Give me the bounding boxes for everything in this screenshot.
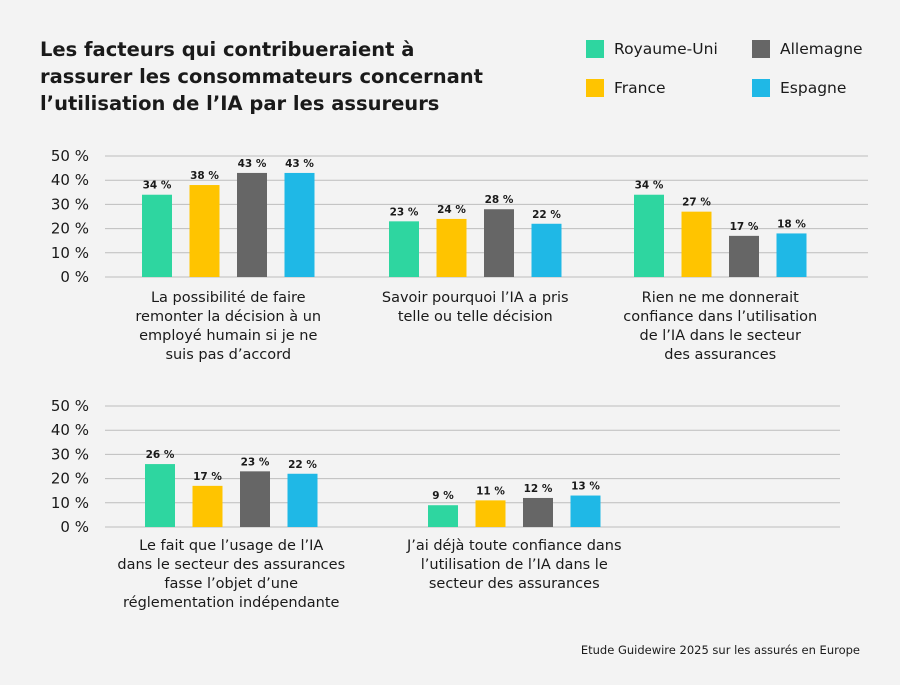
category-label: Rien ne me donnerait — [642, 290, 799, 306]
data-label: 9 % — [432, 490, 454, 502]
legend-item-allemagne: Allemagne — [752, 40, 863, 58]
legend-swatch-allemagne — [752, 40, 770, 58]
y-tick-label: 20 % — [51, 470, 89, 488]
bar-france — [475, 500, 506, 527]
y-tick-label: 20 % — [51, 220, 89, 238]
bar-royaume-uni — [145, 464, 175, 527]
bar-allemagne — [729, 235, 759, 277]
category-label: Savoir pourquoi l’IA a pris — [382, 290, 569, 306]
bar-allemagne — [237, 172, 267, 277]
data-label: 38 % — [190, 170, 219, 182]
bar-espagne — [570, 495, 601, 527]
category-label: réglementation indépendante — [123, 595, 340, 611]
data-label: 43 % — [285, 158, 314, 170]
data-label: 28 % — [485, 194, 514, 206]
y-tick-label: 10 % — [51, 494, 89, 512]
legend-label-espagne: Espagne — [780, 79, 847, 97]
source-note: Etude Guidewire 2025 sur les assurés en … — [580, 643, 860, 657]
bar-france — [192, 485, 223, 527]
bar-espagne — [287, 473, 318, 527]
data-label: 23 % — [390, 206, 419, 218]
y-tick-label: 50 % — [51, 147, 89, 165]
legend-swatch-france — [586, 79, 604, 97]
chart-title: Les facteurs qui contribueraient à rassu… — [40, 38, 483, 115]
category-label: fasse l’objet d’une — [164, 576, 298, 592]
y-tick-label: 30 % — [51, 195, 89, 213]
bar-allemagne — [240, 471, 270, 527]
category-label: dans le secteur des assurances — [117, 557, 345, 573]
data-label: 22 % — [532, 209, 561, 221]
data-label: 17 % — [193, 471, 222, 483]
data-label: 43 % — [238, 158, 267, 170]
y-tick-label: 40 % — [51, 421, 89, 439]
category-label: suis pas d’accord — [165, 347, 291, 363]
bar-allemagne — [484, 209, 514, 277]
data-label: 22 % — [288, 459, 317, 471]
data-label: 13 % — [571, 481, 600, 493]
data-label: 34 % — [635, 180, 664, 192]
category-label: confiance dans l’utilisation — [623, 309, 817, 325]
category-label: de l’IA dans le secteur — [640, 328, 801, 344]
category-label: secteur des assurances — [429, 576, 600, 592]
category-label: des assurances — [664, 347, 776, 363]
data-label: 26 % — [146, 449, 175, 461]
bar-france — [436, 218, 467, 277]
y-tick-label: 0 % — [60, 268, 89, 286]
category-label: employé humain si je ne — [139, 328, 317, 344]
y-tick-label: 30 % — [51, 445, 89, 463]
category-label: J’ai déjà toute confiance dans — [406, 538, 622, 554]
y-tick-label: 0 % — [60, 518, 89, 536]
bar-espagne — [531, 223, 562, 277]
legend: Royaume-Uni Allemagne France Espagne — [586, 40, 886, 110]
legend-item-france: France — [586, 79, 666, 97]
data-label: 34 % — [143, 180, 172, 192]
bar-espagne — [776, 233, 807, 277]
data-label: 12 % — [524, 483, 553, 495]
bar-royaume-uni — [389, 221, 419, 277]
data-label: 23 % — [241, 456, 270, 468]
legend-label-allemagne: Allemagne — [780, 40, 863, 58]
y-tick-label: 50 % — [51, 397, 89, 415]
category-label: telle ou telle décision — [398, 309, 553, 325]
data-label: 17 % — [730, 221, 759, 233]
legend-label-france: France — [614, 79, 666, 97]
bar-royaume-uni — [634, 194, 664, 277]
bar-espagne — [284, 172, 315, 277]
bar-france — [681, 211, 712, 277]
legend-item-royaume-uni: Royaume-Uni — [586, 40, 718, 58]
y-tick-label: 10 % — [51, 244, 89, 262]
bar-france — [189, 185, 220, 277]
y-tick-label: 40 % — [51, 171, 89, 189]
bar-royaume-uni — [428, 505, 458, 527]
data-label: 11 % — [476, 485, 505, 497]
data-label: 27 % — [682, 197, 711, 209]
legend-item-espagne: Espagne — [752, 79, 846, 97]
bar-allemagne — [523, 497, 553, 527]
legend-swatch-royaume-uni — [586, 40, 604, 58]
legend-label-royaume-uni: Royaume-Uni — [614, 40, 718, 58]
bar-royaume-uni — [142, 194, 172, 277]
data-label: 18 % — [777, 218, 806, 230]
category-label: remonter la décision à un — [135, 309, 321, 325]
legend-swatch-espagne — [752, 79, 770, 97]
category-label: Le fait que l’usage de l’IA — [139, 538, 323, 554]
category-label: l’utilisation de l’IA dans le — [421, 557, 608, 573]
category-label: La possibilité de faire — [151, 290, 306, 306]
data-label: 24 % — [437, 204, 466, 216]
